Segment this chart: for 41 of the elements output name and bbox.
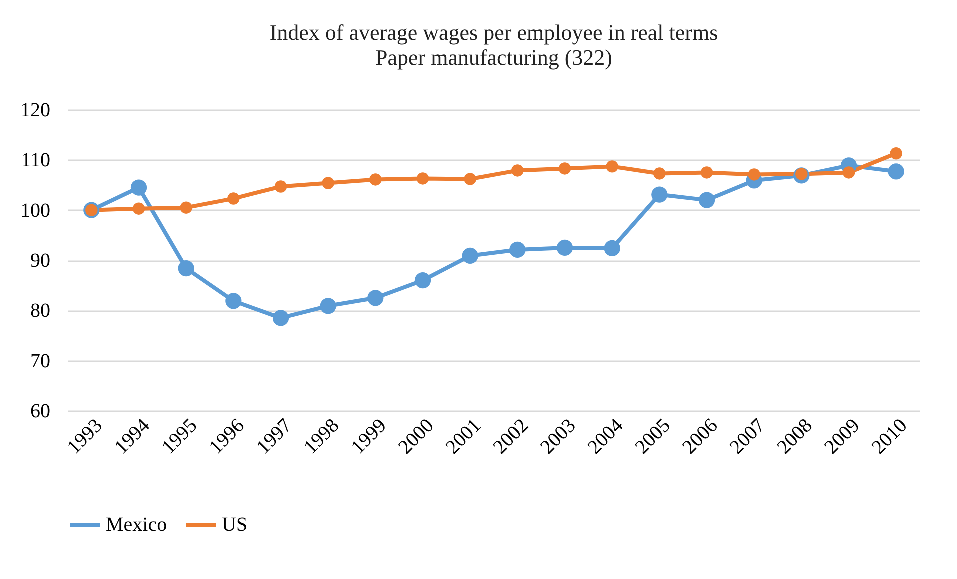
point <box>604 240 620 257</box>
point <box>510 242 526 258</box>
point <box>226 293 242 310</box>
point <box>132 202 146 215</box>
point <box>464 173 476 186</box>
y-tick-label: 70 <box>30 350 50 372</box>
y-tick-label: 100 <box>20 200 50 222</box>
point <box>130 180 148 196</box>
point <box>416 172 430 185</box>
y-tick-label: 60 <box>30 400 50 422</box>
point <box>888 164 904 180</box>
legend-label: Mexico <box>106 514 168 536</box>
point <box>748 168 760 181</box>
point <box>654 168 666 180</box>
chart-title: Index of average wages per employee in real terms <box>270 20 718 45</box>
point <box>320 298 336 314</box>
y-tick-label: 90 <box>30 250 50 272</box>
point <box>178 260 194 277</box>
point <box>700 166 714 179</box>
point <box>322 177 334 190</box>
y-tick-label: 80 <box>30 300 50 322</box>
point <box>652 186 668 203</box>
point <box>368 290 384 306</box>
legend-label: US <box>222 514 248 536</box>
point <box>370 174 382 186</box>
chart-subtitle: Paper manufacturing (322) <box>375 45 613 70</box>
point <box>462 248 478 264</box>
point <box>558 162 572 175</box>
point <box>890 148 902 160</box>
point <box>228 192 240 205</box>
y-tick-label: 120 <box>20 100 50 122</box>
point <box>274 180 288 193</box>
point <box>272 310 290 326</box>
point <box>606 160 618 173</box>
point <box>556 240 574 256</box>
point <box>414 272 432 289</box>
point <box>698 192 716 208</box>
point <box>512 164 524 177</box>
point <box>180 202 192 214</box>
y-tick-label: 110 <box>21 150 50 172</box>
point <box>842 166 856 179</box>
